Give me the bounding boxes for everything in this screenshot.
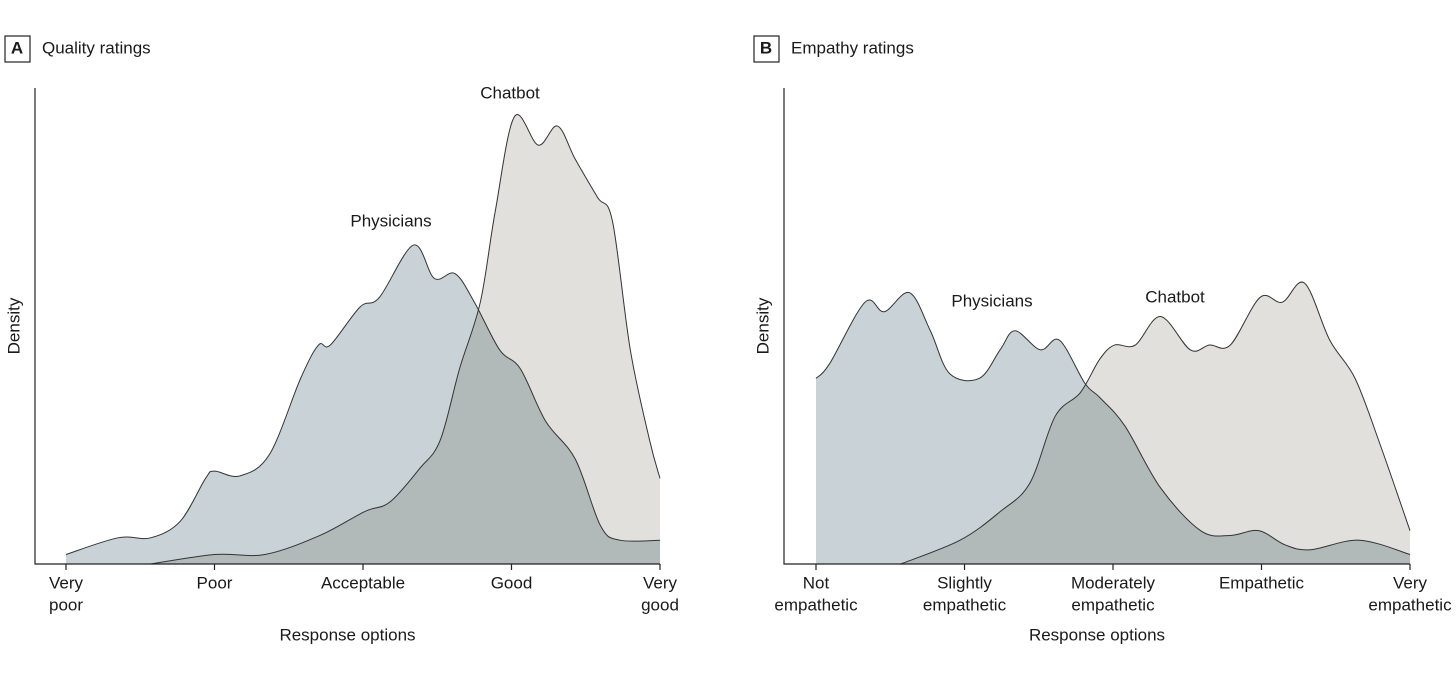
x-tick-label: Slightly	[937, 573, 992, 592]
y-axis-title: Density	[4, 297, 23, 354]
panel-title: Quality ratings	[42, 38, 151, 57]
x-tick-label: empathetic	[923, 595, 1007, 614]
panel-letter: B	[760, 38, 772, 57]
panel-badge	[753, 35, 780, 63]
plot-area	[816, 282, 1410, 564]
x-tick-label: Poor	[197, 573, 233, 592]
x-tick-label: Very	[49, 573, 84, 592]
x-tick-label: Good	[491, 573, 533, 592]
x-tick-label: Empathetic	[1219, 573, 1305, 592]
x-tick-label: Not	[803, 573, 830, 592]
panel-title: Empathy ratings	[791, 38, 914, 57]
density-line	[900, 281, 1411, 565]
x-tick-label: Very	[1393, 573, 1428, 592]
series-label: Physicians	[350, 211, 431, 230]
x-tick-label: empathetic	[774, 595, 858, 614]
y-axis-title: Density	[753, 297, 772, 354]
x-tick-label: poor	[49, 595, 83, 614]
x-tick-label: Acceptable	[321, 573, 405, 592]
x-tick-label: Moderately	[1071, 573, 1156, 592]
area-fill	[150, 114, 660, 565]
axis-line	[783, 88, 1410, 565]
axis-line	[34, 88, 660, 565]
x-tick-label: Very	[643, 573, 678, 592]
x-axis-title: Response options	[1029, 625, 1165, 644]
area-fill	[900, 282, 1410, 564]
plot-area	[66, 114, 660, 565]
x-tick-label: good	[641, 595, 679, 614]
density-line	[815, 292, 1411, 555]
density-line	[65, 244, 661, 555]
series-label: Physicians	[951, 291, 1032, 310]
series-label: Chatbot	[1145, 287, 1205, 306]
panel-badge	[4, 35, 31, 63]
x-tick-label: empathetic	[1368, 595, 1452, 614]
panel-letter: A	[11, 38, 23, 57]
x-tick-label: empathetic	[1071, 595, 1155, 614]
series-label: Chatbot	[480, 83, 540, 102]
density-line	[150, 114, 661, 565]
x-axis-title: Response options	[279, 625, 415, 644]
